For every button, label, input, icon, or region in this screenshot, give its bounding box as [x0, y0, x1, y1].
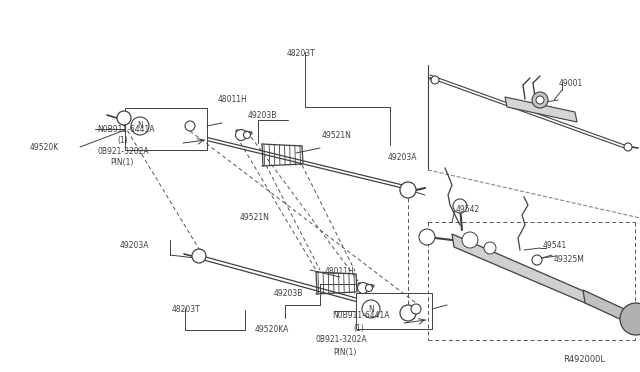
Circle shape	[532, 92, 548, 108]
Text: 49541: 49541	[543, 241, 567, 250]
Polygon shape	[505, 97, 577, 122]
Circle shape	[411, 304, 421, 314]
Text: PIN(1): PIN(1)	[110, 158, 133, 167]
Circle shape	[362, 300, 380, 318]
Polygon shape	[583, 290, 635, 326]
Circle shape	[400, 182, 416, 198]
Circle shape	[536, 96, 544, 104]
Circle shape	[358, 282, 369, 294]
Bar	[356, 293, 432, 329]
Text: 49520K: 49520K	[30, 142, 60, 151]
Text: 48011H: 48011H	[325, 267, 355, 276]
Circle shape	[453, 199, 467, 213]
Text: 49325M: 49325M	[554, 256, 585, 264]
Circle shape	[462, 232, 478, 248]
Circle shape	[624, 143, 632, 151]
Text: N0B911-6441A: N0B911-6441A	[97, 125, 154, 135]
Text: 0B921-3202A: 0B921-3202A	[97, 148, 148, 157]
Text: 49203B: 49203B	[248, 110, 277, 119]
Bar	[125, 108, 207, 150]
Circle shape	[185, 121, 195, 131]
Text: PIN(1): PIN(1)	[333, 347, 356, 356]
Text: 48203T: 48203T	[287, 48, 316, 58]
Circle shape	[236, 129, 246, 141]
Text: (1): (1)	[117, 135, 128, 144]
Circle shape	[192, 249, 206, 263]
Circle shape	[131, 117, 149, 135]
Text: (1): (1)	[353, 324, 364, 333]
Text: 49001: 49001	[559, 80, 583, 89]
Circle shape	[243, 131, 250, 138]
Text: 0B921-3202A: 0B921-3202A	[316, 336, 367, 344]
Circle shape	[365, 285, 372, 292]
Circle shape	[117, 111, 131, 125]
Circle shape	[532, 255, 542, 265]
Text: N: N	[368, 305, 374, 314]
Text: N: N	[137, 122, 143, 131]
Text: 49542: 49542	[456, 205, 480, 215]
Circle shape	[484, 242, 496, 254]
Text: 49521N: 49521N	[240, 214, 270, 222]
Text: R492000L: R492000L	[563, 356, 605, 365]
Text: 49203A: 49203A	[388, 153, 417, 161]
Text: 49203A: 49203A	[120, 241, 150, 250]
Circle shape	[431, 76, 439, 84]
Circle shape	[419, 229, 435, 245]
Text: 49203B: 49203B	[274, 289, 303, 298]
Circle shape	[620, 303, 640, 335]
Text: 48011H: 48011H	[218, 94, 248, 103]
Text: 49520KA: 49520KA	[255, 326, 289, 334]
Text: N0B911-6441A: N0B911-6441A	[332, 311, 390, 321]
Circle shape	[400, 305, 416, 321]
Polygon shape	[452, 234, 590, 305]
Text: 48203T: 48203T	[172, 305, 201, 314]
Text: 49521N: 49521N	[322, 131, 352, 141]
